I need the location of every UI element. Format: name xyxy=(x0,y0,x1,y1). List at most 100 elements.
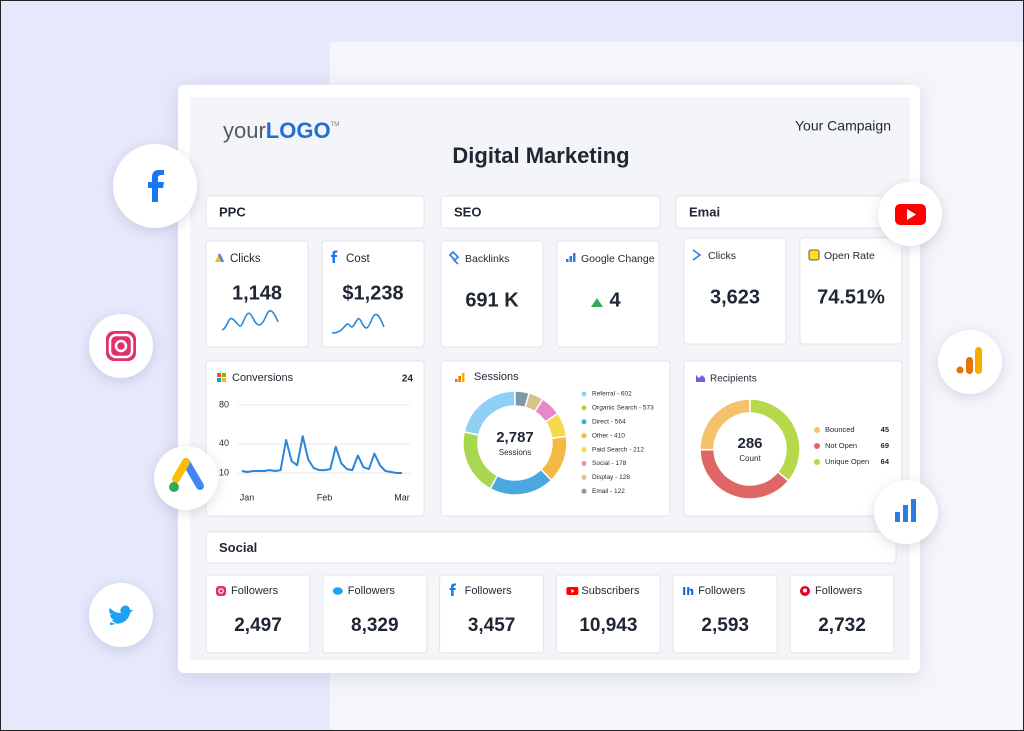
icon xyxy=(217,378,221,382)
donut-total-label: Sessions xyxy=(499,448,531,457)
section-header xyxy=(205,531,897,564)
y-tick-label: 10 xyxy=(219,467,229,477)
social-value: 2,732 xyxy=(818,615,866,636)
icon xyxy=(217,253,225,263)
facebook-float xyxy=(113,144,197,228)
legend-label: Social - 178 xyxy=(592,460,627,467)
analytics-float xyxy=(938,330,1002,394)
section-header xyxy=(205,195,425,229)
logo-logo: LOGO xyxy=(266,118,331,143)
donut-total: 2,787 xyxy=(496,429,534,446)
section-title: SEO xyxy=(454,204,481,219)
x-tick-label: Feb xyxy=(317,492,333,502)
legend-label: Other - 410 xyxy=(592,432,625,439)
icon xyxy=(332,587,343,595)
title: Digital Marketing xyxy=(452,143,629,168)
logo-your: your xyxy=(223,118,266,143)
social-value: 2,593 xyxy=(701,615,749,636)
icon xyxy=(458,376,461,382)
logo: yourLOGOTM xyxy=(223,118,339,143)
legend-value: 69 xyxy=(881,441,889,450)
icon xyxy=(222,378,226,382)
y-tick-label: 80 xyxy=(219,399,229,409)
x-tick-label: Mar xyxy=(394,492,410,502)
icon xyxy=(683,587,686,595)
icon xyxy=(218,588,224,594)
legend-dot xyxy=(581,405,587,411)
chart-title: Sessions xyxy=(474,371,519,383)
donut-segment xyxy=(749,398,801,482)
chart-title: Conversions xyxy=(232,372,294,384)
metric-card xyxy=(683,237,787,345)
social-label: Followers xyxy=(815,585,863,597)
legend-label: Direct - 564 xyxy=(592,419,626,426)
twitter-float xyxy=(89,583,153,647)
icon xyxy=(808,249,820,261)
social-label: Followers xyxy=(698,585,746,597)
icon xyxy=(448,250,460,265)
donut-total-label: Count xyxy=(739,454,761,463)
icon xyxy=(569,256,572,262)
legend-dot xyxy=(581,391,587,397)
legend-label: Bounced xyxy=(825,425,855,434)
social-card xyxy=(205,574,311,654)
social-value: 2,497 xyxy=(234,615,282,636)
google-ads-float xyxy=(154,446,218,510)
icon xyxy=(696,375,705,382)
icon xyxy=(449,583,457,596)
chart-title: Recipients xyxy=(710,374,757,385)
instagram-float xyxy=(89,314,153,378)
campaign: Your Campaign xyxy=(795,118,891,134)
metric-label: Clicks xyxy=(230,253,261,265)
metric-value: 3,623 xyxy=(710,286,760,308)
metric-label: Backlinks xyxy=(465,253,509,265)
icon xyxy=(331,250,338,263)
youtube-float xyxy=(878,182,942,246)
social-card xyxy=(672,574,778,654)
legend-label: Not Open xyxy=(825,441,857,450)
legend-dot xyxy=(581,488,587,494)
metric-card xyxy=(321,240,425,348)
social-card xyxy=(322,574,428,654)
icon xyxy=(462,373,465,382)
icon xyxy=(573,253,576,262)
legend-dot xyxy=(581,461,587,466)
icon xyxy=(692,249,702,261)
metric-label: Clicks xyxy=(708,250,736,262)
metric-value: $1,238 xyxy=(342,282,403,304)
metric-label: Google Change xyxy=(581,253,655,265)
legend-label: Display - 128 xyxy=(592,474,630,481)
social-card xyxy=(789,574,895,654)
social-value: 10,943 xyxy=(579,615,637,636)
icon xyxy=(566,259,569,262)
metric-value: 4 xyxy=(609,289,621,311)
social-card xyxy=(555,574,661,654)
legend-dot xyxy=(814,443,820,449)
metric-label: Open Rate xyxy=(824,250,875,262)
up-arrow xyxy=(591,298,603,307)
bars-float xyxy=(874,480,938,544)
legend-dot xyxy=(581,447,587,453)
icon xyxy=(222,373,226,377)
sparkline xyxy=(331,313,385,334)
line xyxy=(241,435,402,474)
legend-dot xyxy=(581,433,587,439)
icon xyxy=(803,588,807,593)
logo-tm: TM xyxy=(331,122,340,128)
social-label: Followers xyxy=(348,585,396,597)
sparkline xyxy=(221,310,279,331)
metric-card xyxy=(205,240,309,348)
legend-value: 45 xyxy=(881,425,889,434)
metric-card xyxy=(799,237,903,345)
icon xyxy=(216,586,226,596)
legend-label: Unique Open xyxy=(825,457,869,466)
social-value: 8,329 xyxy=(351,615,399,636)
metric-card xyxy=(556,240,660,348)
legend-dot xyxy=(814,427,820,433)
section-header xyxy=(440,195,661,229)
legend-label: Referral - 602 xyxy=(592,391,632,398)
chart-total: 24 xyxy=(402,374,414,385)
legend-dot xyxy=(581,474,587,480)
section-title: Social xyxy=(219,540,257,555)
